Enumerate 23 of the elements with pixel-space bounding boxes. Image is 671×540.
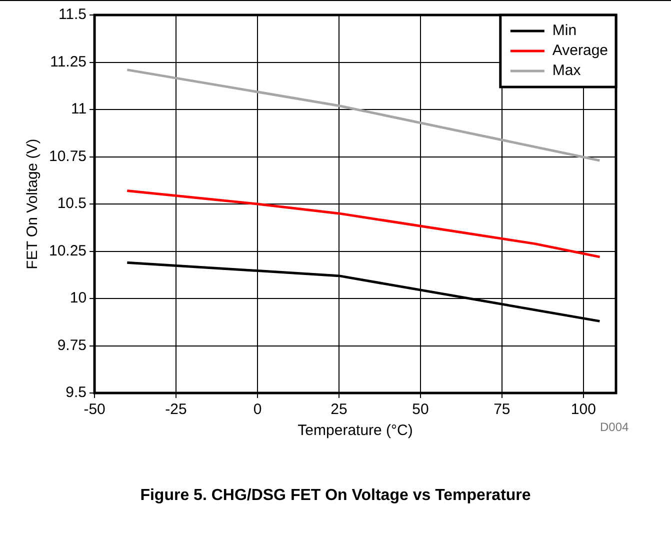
x-tick-label: -25 — [165, 401, 187, 418]
x-tick-label: 75 — [494, 401, 510, 418]
legend-label: Average — [552, 42, 608, 60]
y-tick-label: 9.75 — [57, 336, 87, 354]
legend-label: Min — [552, 22, 577, 40]
text: D004 — [600, 420, 629, 434]
y-axis-title: FET On Voltage (V) — [24, 138, 42, 270]
y-tick-label: 11 — [70, 100, 87, 118]
legend-label: Max — [552, 62, 582, 80]
y-tick-label: 10.25 — [48, 242, 87, 260]
y-tick-label: 11.5 — [58, 6, 87, 24]
y-tick-label: 11.25 — [50, 53, 87, 70]
x-tick-label: 50 — [412, 401, 429, 418]
text: Figure 5. CHG/DSG FET On Voltage vs Temperature — [139, 487, 532, 505]
x-tick-label: 100 — [570, 401, 596, 418]
y-tick-label: 9.5 — [66, 384, 87, 402]
x-tick-label: -50 — [84, 401, 106, 418]
x-axis-title: Temperature (°C) — [298, 422, 413, 440]
x-tick-label: 25 — [330, 401, 348, 418]
y-tick-label: 10.5 — [57, 195, 87, 212]
y-tick-label: 10.75 — [48, 148, 87, 165]
y-tick-label: 10 — [70, 290, 87, 307]
x-tick-label: 0 — [253, 401, 262, 418]
